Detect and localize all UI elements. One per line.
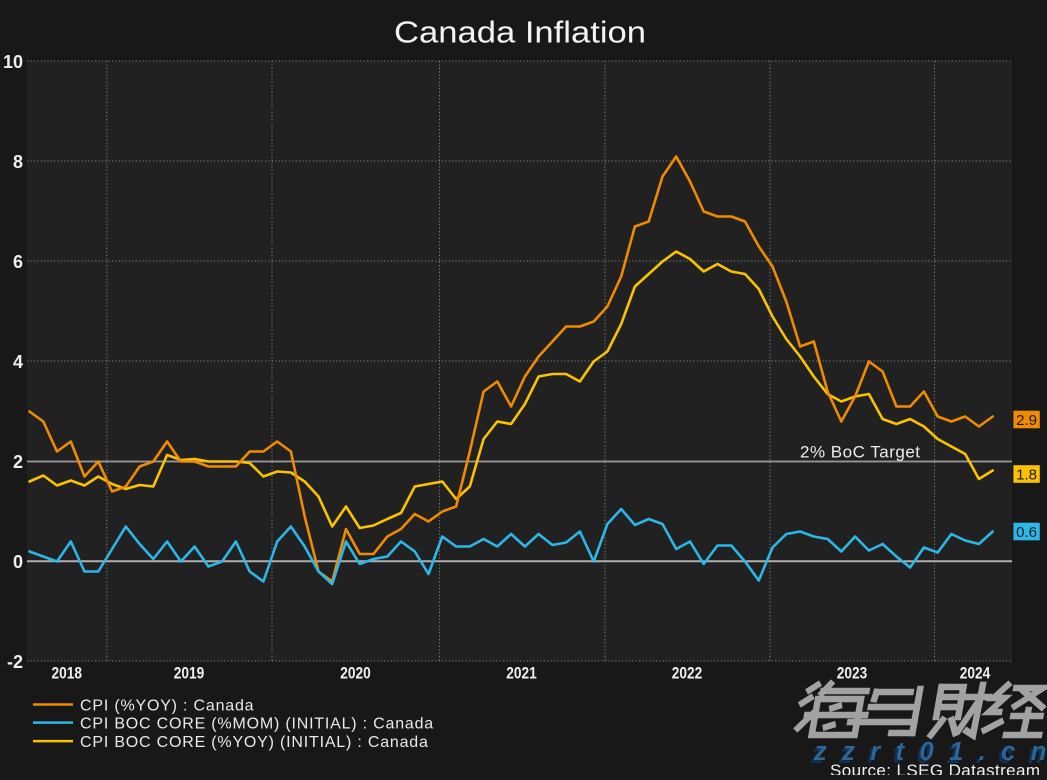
svg-text:2024: 2024 <box>960 664 991 682</box>
svg-text:2023: 2023 <box>837 664 868 682</box>
svg-text:zzrt01.cn: zzrt01.cn <box>813 738 1047 766</box>
svg-text:10: 10 <box>3 52 23 72</box>
svg-text:CPI (%YOY) : Canada: CPI (%YOY) : Canada <box>80 697 254 714</box>
svg-text:CPI BOC CORE (%YOY) (INITIAL): CPI BOC CORE (%YOY) (INITIAL) : Canada <box>80 734 429 751</box>
svg-text:0: 0 <box>13 552 23 572</box>
svg-text:1.8: 1.8 <box>1016 466 1037 483</box>
svg-text:8: 8 <box>13 152 23 172</box>
svg-text:-2: -2 <box>7 652 23 672</box>
svg-text:zzrt01.cn: zzrt01.cn <box>810 741 1047 769</box>
svg-text:2018: 2018 <box>52 664 83 682</box>
svg-text:2: 2 <box>13 452 23 472</box>
svg-text:2021: 2021 <box>506 664 537 682</box>
svg-text:0.6: 0.6 <box>1016 524 1037 541</box>
svg-text:2019: 2019 <box>174 664 205 682</box>
svg-text:2.9: 2.9 <box>1016 412 1037 429</box>
svg-text:2% BoC Target: 2% BoC Target <box>800 443 921 462</box>
svg-text:2022: 2022 <box>672 664 703 682</box>
svg-text:Canada Inflation: Canada Inflation <box>394 15 646 50</box>
svg-text:6: 6 <box>13 252 23 272</box>
svg-text:CPI BOC CORE (%MOM) (INITIAL): CPI BOC CORE (%MOM) (INITIAL) : Canada <box>80 715 434 732</box>
svg-text:Source: LSEG Datastream: Source: LSEG Datastream <box>830 761 1040 775</box>
svg-text:4: 4 <box>13 352 23 372</box>
svg-text:2020: 2020 <box>340 664 371 682</box>
